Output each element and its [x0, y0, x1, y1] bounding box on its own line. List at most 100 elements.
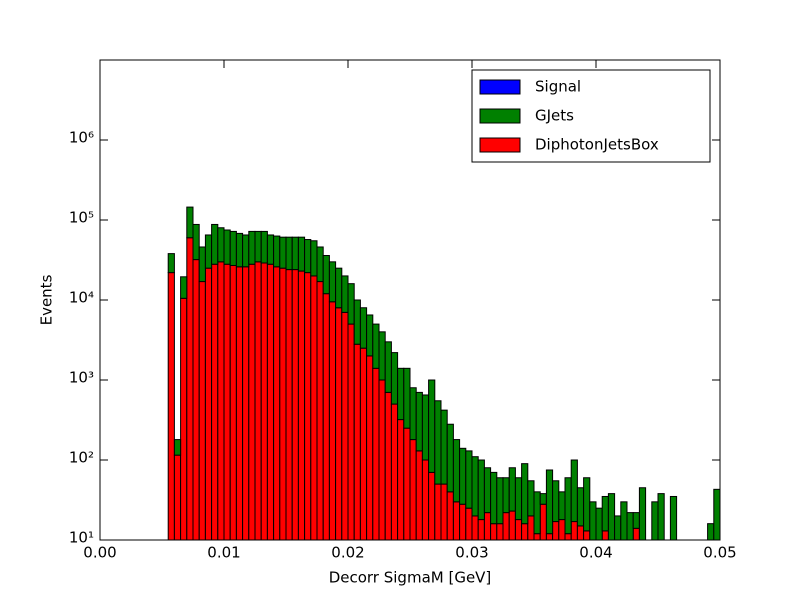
histogram-bar: [508, 510, 516, 541]
histogram-bar: [248, 230, 256, 265]
histogram-bar: [242, 266, 250, 541]
histogram-bar: [651, 501, 659, 541]
histogram-bar: [198, 246, 206, 283]
histogram-bar: [180, 276, 188, 299]
histogram-bar: [235, 232, 244, 268]
histogram-bar: [316, 281, 324, 541]
histogram-bar: [570, 521, 578, 541]
histogram-bar: [378, 331, 386, 381]
legend-label: Signal: [535, 78, 581, 96]
histogram-bar: [477, 519, 485, 541]
histogram-bar: [328, 301, 337, 541]
histogram-bar: [434, 400, 442, 485]
histogram-bar: [397, 419, 405, 541]
histogram-bar: [297, 270, 306, 541]
histogram-bar: [527, 480, 535, 517]
histogram-bar: [310, 240, 318, 277]
histogram-bar: [545, 469, 554, 535]
histogram-bar: [583, 530, 591, 541]
histogram-bar: [273, 266, 281, 541]
histogram-bar: [279, 267, 287, 541]
histogram-bar: [459, 503, 467, 541]
histogram-bar: [223, 263, 231, 541]
histogram-bar: [539, 503, 547, 541]
histogram-bar: [527, 515, 535, 541]
histogram-bar: [428, 379, 436, 473]
histogram-bar: [347, 323, 355, 541]
histogram-bar: [614, 515, 622, 541]
histogram-bar: [304, 239, 312, 274]
histogram-bar: [211, 263, 219, 541]
histogram-bar: [211, 223, 219, 265]
histogram-bar: [353, 343, 361, 541]
histogram-bar: [173, 439, 182, 456]
histogram-bar: [496, 523, 504, 541]
histogram-bar: [192, 259, 200, 541]
histogram-bar: [576, 525, 585, 541]
histogram-bar: [229, 264, 237, 541]
histogram-bar: [421, 394, 430, 461]
histogram-bar: [322, 293, 330, 541]
histogram-bar: [223, 229, 231, 265]
legend-label: DiphotonJetsBox: [535, 136, 659, 154]
x-tick-label: 0.02: [331, 544, 364, 562]
histogram-bar: [440, 409, 448, 485]
histogram-bar: [471, 515, 479, 541]
x-tick-label: 0.01: [207, 544, 240, 562]
histogram-bar: [285, 236, 293, 271]
histogram-bar: [601, 495, 609, 532]
histogram-bar: [558, 491, 566, 521]
histogram-bar: [186, 206, 194, 239]
histogram-bar: [496, 477, 504, 525]
histogram-bar: [446, 423, 454, 493]
histogram-bar: [564, 477, 572, 535]
histogram-bar: [390, 352, 399, 405]
y-tick-label: 10²: [69, 449, 94, 467]
histogram-bar: [384, 341, 392, 393]
histogram-bar: [434, 483, 442, 541]
histogram-bar: [322, 254, 330, 295]
histogram-bar: [446, 491, 454, 541]
histogram-bar: [620, 501, 628, 541]
histogram-bar: [242, 234, 250, 268]
histogram-bar: [254, 230, 262, 263]
x-tick-label: 0.04: [579, 544, 612, 562]
histogram-bar: [235, 266, 244, 541]
histogram-bar: [316, 246, 324, 283]
histogram-bar: [180, 297, 188, 541]
histogram-bar: [198, 281, 206, 541]
histogram-bar: [533, 533, 541, 541]
histogram-bar: [657, 493, 665, 541]
histogram-bar: [260, 230, 268, 264]
histogram-bar: [403, 427, 411, 541]
histogram-bar: [564, 533, 572, 541]
histogram-bar: [266, 234, 275, 265]
histogram-bar: [632, 512, 640, 529]
histogram-bar: [576, 487, 585, 527]
y-axis-label: Events: [38, 274, 56, 325]
histogram-bar: [229, 230, 237, 266]
histogram-bar: [297, 236, 306, 272]
histogram-bar: [167, 253, 175, 274]
legend-swatch: [479, 137, 521, 153]
histogram-bar: [366, 355, 374, 541]
histogram-bar: [595, 507, 603, 541]
histogram-bar: [167, 272, 175, 541]
histogram-bar: [285, 269, 293, 541]
histogram-bar: [341, 275, 349, 313]
histogram-bar: [452, 439, 461, 503]
histogram-bar: [552, 521, 560, 541]
legend-label: GJets: [535, 107, 574, 125]
histogram-bar: [384, 391, 392, 541]
histogram-bar: [397, 367, 405, 421]
histogram-bar: [359, 347, 368, 541]
histogram-bar: [390, 403, 399, 541]
legend-swatch: [479, 108, 521, 124]
histogram-bar: [626, 512, 634, 541]
histogram-bar: [192, 223, 200, 261]
histogram-bar: [490, 471, 498, 525]
histogram-bar: [366, 314, 374, 357]
histogram-bar: [359, 307, 368, 349]
histogram-bar: [707, 523, 715, 541]
histogram-bar: [669, 495, 678, 541]
